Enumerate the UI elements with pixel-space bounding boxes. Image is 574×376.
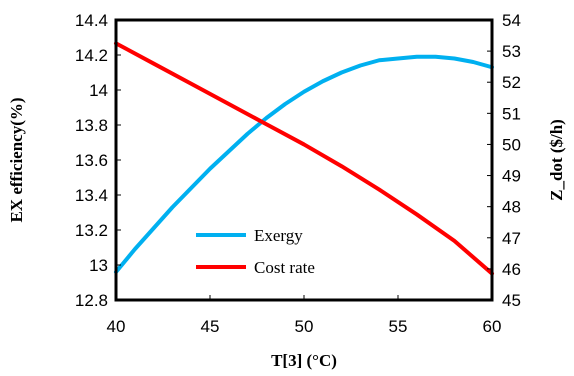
series-line-exergy [114, 54, 494, 274]
y-left-tick-label: 12.8 [75, 291, 108, 310]
y-left-tick-label: 14.2 [75, 46, 108, 65]
series-layer [114, 41, 494, 276]
y-axis-right-title: Z_dot ($/h) [547, 119, 566, 201]
y-right-tick-label: 50 [502, 135, 521, 154]
y-left-tick-label: 13.2 [75, 221, 108, 240]
y-right-tick-label: 46 [502, 260, 521, 279]
y-right-tick-label: 49 [502, 167, 521, 186]
series-line-cost-rate [114, 41, 494, 276]
y-right-tick-label: 53 [502, 42, 521, 61]
y-axis-left-title: EX efficiency(%) [7, 97, 26, 222]
y-right-tick-label: 54 [502, 11, 521, 30]
plot-frame [114, 18, 494, 302]
x-tick-label: 45 [201, 317, 220, 336]
y-right-tick-label: 48 [502, 198, 521, 217]
y-left-tick-label: 13.6 [75, 151, 108, 170]
legend-label-exergy: Exergy [254, 226, 303, 245]
y-right-tick-label: 51 [502, 104, 521, 123]
legend: Exergy Cost rate [196, 226, 315, 277]
y-left-tick-label: 13 [89, 256, 108, 275]
plot-area [116, 20, 492, 300]
legend-label-cost-rate: Cost rate [254, 258, 315, 277]
y-left-tick-label: 14.4 [75, 11, 108, 30]
x-tick-label: 40 [107, 317, 126, 336]
x-tick-label: 50 [295, 317, 314, 336]
x-tick-label: 55 [389, 317, 408, 336]
y-left-tick-label: 13.8 [75, 116, 108, 135]
y-left-tick-label: 14 [89, 81, 108, 100]
y-left-tick-label: 13.4 [75, 186, 108, 205]
y-right-tick-label: 47 [502, 229, 521, 248]
y-right-tick-label: 52 [502, 73, 521, 92]
x-tick-label: 60 [483, 317, 502, 336]
x-axis-title: T[3] (°C) [271, 351, 337, 370]
y-right-tick-label: 45 [502, 291, 521, 310]
tick-layer: 12.8 13 13.2 13.4 13.6 13.8 14 14.2 14.4 45 46 47 48… [75, 11, 521, 336]
